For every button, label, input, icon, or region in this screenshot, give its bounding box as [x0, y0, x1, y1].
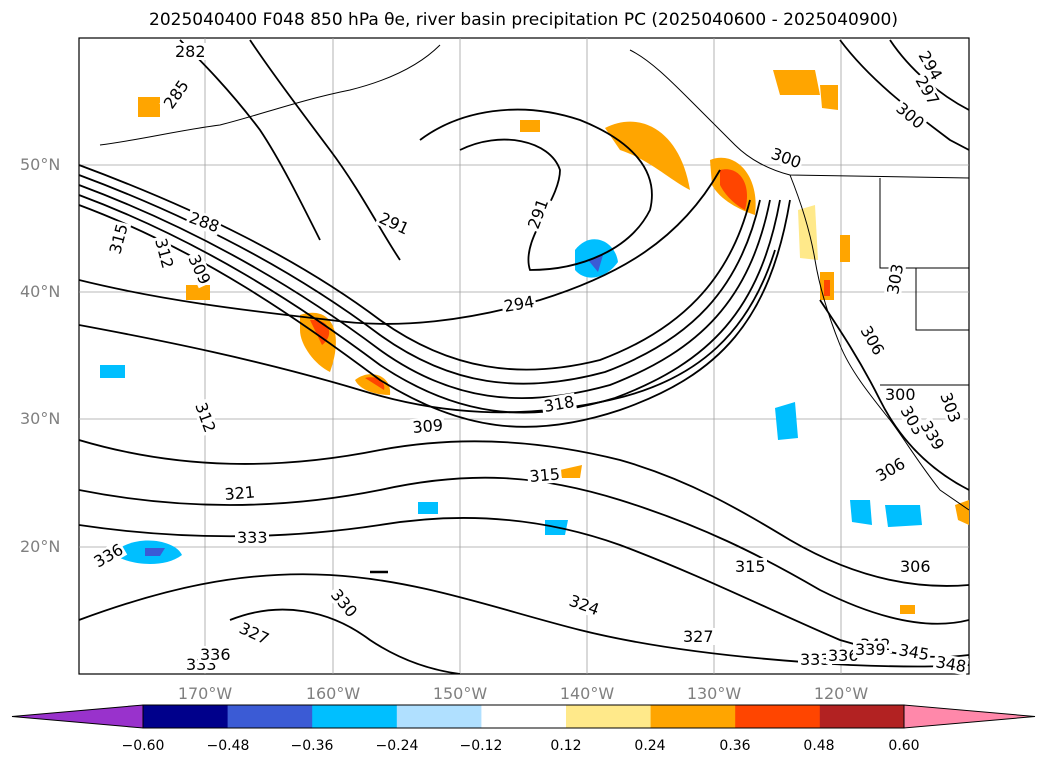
contour-label-bg: [173, 43, 207, 60]
contour-label: 327: [683, 627, 714, 646]
contour-label: 315: [529, 464, 561, 486]
contour-label-bg: [898, 558, 932, 575]
contour-label-bg: [932, 652, 969, 676]
lat-label-50n: 50°N: [20, 155, 61, 174]
coastlines: [99, 44, 969, 511]
contour-label-bg: [853, 641, 887, 658]
colorbar-tick: 0.36: [719, 738, 751, 754]
contour-label: 300: [885, 385, 916, 404]
colorbar-tick: −0.36: [290, 738, 334, 754]
contour-label-bg: [234, 618, 273, 649]
contour-label-bg: [235, 529, 269, 546]
lon-label-150w: 150°W: [432, 684, 488, 703]
contour-label-bg: [767, 144, 805, 172]
contour-label-bg: [565, 591, 603, 619]
contour-label-bg: [891, 97, 929, 133]
contour-label-bg: [883, 261, 907, 298]
colorbar-tick: 0.24: [634, 738, 666, 754]
contour-label-bg: [914, 46, 947, 85]
contour-label-bg: [871, 453, 910, 486]
colorbar-cell: [650, 705, 736, 728]
colorbar-cell: [735, 705, 821, 728]
lat-label-30n: 30°N: [20, 409, 61, 428]
colorbar-tick: −0.12: [459, 738, 503, 754]
contour-label-bg: [936, 388, 965, 427]
contour-label-bg: [326, 584, 362, 622]
colorbar-tick: −0.48: [206, 738, 250, 754]
contour-label-bg: [198, 646, 232, 663]
map-frame: [78, 37, 970, 675]
contour-label-bg: [798, 651, 832, 668]
contour-label-bg: [159, 75, 193, 114]
contour-label: 339: [855, 640, 886, 659]
contour-label-bg: [856, 321, 889, 360]
contour-label-bg: [500, 292, 538, 316]
lon-label-130w: 130°W: [686, 684, 742, 703]
lat-label-40n: 40°N: [20, 282, 61, 301]
colorbar-cell: [819, 705, 905, 728]
contour-label-bg: [409, 416, 446, 437]
contour-label-bg: [681, 628, 715, 645]
contour-label-bg: [911, 71, 944, 110]
contour-label-bg: [191, 398, 220, 437]
contour-label-bg: [826, 647, 860, 664]
graticule: [79, 38, 969, 674]
contour-label: 333: [237, 528, 268, 547]
contour-label-bg: [540, 392, 578, 416]
colorbar-tick: 0.60: [888, 738, 920, 754]
contour-label-bg: [221, 483, 258, 504]
contour-label: 282: [175, 42, 206, 61]
lon-label-140w: 140°W: [559, 684, 615, 703]
colorbar-cell: [481, 705, 567, 728]
colorbar-tick: −0.60: [121, 738, 165, 754]
colorbar-cell: [143, 705, 229, 728]
colorbar-min-extend: [11, 704, 144, 729]
contour-label-bg: [374, 208, 413, 239]
contour-label-bg: [895, 640, 932, 664]
lon-label-120w: 120°W: [813, 684, 869, 703]
contour-label-bg: [184, 250, 215, 289]
colorbar-tick: −0.24: [375, 738, 419, 754]
contour-label-bg: [916, 416, 949, 455]
contour-label-bg: [883, 386, 917, 403]
contour-label: 336: [828, 646, 859, 665]
precip-shading: [100, 70, 969, 614]
colorbar-tick: 0.48: [803, 738, 835, 754]
colorbar-max-extend: [903, 704, 1036, 729]
colorbar-outline: [142, 704, 905, 729]
map-title: 2025040400 F048 850 hPa θe, river basin …: [149, 10, 898, 30]
lon-label-160w: 160°W: [305, 684, 361, 703]
contour-label: 315: [735, 557, 766, 576]
colorbar-cell: [312, 705, 398, 728]
colorbar-cells: [11, 704, 1036, 729]
colorbar-cell: [566, 705, 652, 728]
contour-label-bg: [89, 539, 128, 572]
contour-label: 306: [900, 557, 931, 576]
contour-label-bg: [524, 195, 552, 233]
colorbar-cell: [227, 705, 313, 728]
contour-label-bg: [105, 220, 132, 258]
colorbar-tick: 0.12: [550, 738, 582, 754]
lon-label-170w: 170°W: [177, 684, 233, 703]
contour-label: 336: [200, 645, 231, 664]
colorbar-cell: [396, 705, 482, 728]
lat-label-20n: 20°N: [20, 537, 61, 556]
contour-label-bg: [185, 208, 223, 236]
contour-label: 309: [412, 415, 444, 437]
contour-label: 321: [224, 482, 256, 504]
contour-label-bg: [526, 465, 563, 486]
contour-label-bg: [733, 558, 767, 575]
contour-label-bg: [151, 234, 177, 272]
contour-label: 333: [800, 650, 831, 669]
